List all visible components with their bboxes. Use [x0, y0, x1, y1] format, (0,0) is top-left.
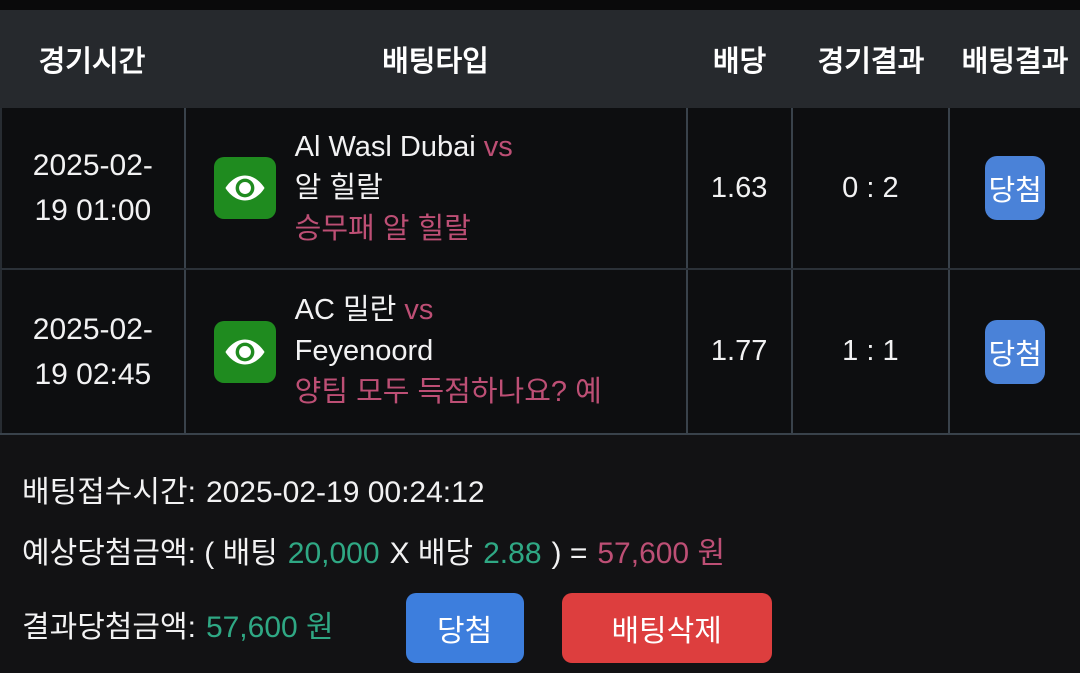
bet-history-table: 경기시간 배팅타입 배당 경기결과 배팅결과 2025-02- 19 01:00: [0, 10, 1080, 435]
match-description: AC 밀란 vs Feyenoord 양팀 모두 득점하나요? 예: [295, 290, 602, 413]
home-team: Al Wasl Dubai: [294, 130, 476, 163]
match-teams-line: AC 밀란 vs: [295, 290, 602, 331]
expected-amount-value: 57,600 원: [597, 537, 726, 570]
win-status-badge: 당첨: [985, 319, 1046, 384]
expected-amount-line: 예상당첨금액: ( 배팅 20,000 X 배당 2.88 ) = 57,600…: [22, 532, 1080, 576]
match-time-line1: 2025-02-: [32, 312, 153, 346]
col-header-match-time: 경기시간: [38, 46, 146, 78]
away-team: Feyenoord: [294, 335, 434, 367]
delete-bet-button[interactable]: 배팅삭제: [561, 593, 772, 663]
col-header-bet-result: 배팅결과: [961, 46, 1069, 78]
table-row: 2025-02- 19 01:00 Al Wasl Dubai vs: [0, 108, 1080, 268]
match-time-line2: 19 02:45: [34, 357, 152, 391]
away-team: 알 힐랄: [294, 171, 383, 204]
expected-amount-label: 예상당첨금액: ( 배팅: [22, 537, 278, 570]
match-teams-line: Al Wasl Dubai vs: [295, 127, 513, 168]
odds-cell: 1.63: [688, 108, 793, 268]
bet-type-label: 승무패 알 힐랄: [294, 212, 471, 245]
match-time-cell: 2025-02- 19 01:00: [2, 108, 186, 268]
vs-label: vs: [404, 294, 434, 326]
win-status-badge: 당첨: [985, 156, 1046, 220]
score-cell: 1 : 1: [793, 270, 951, 433]
bet-result-cell: 당첨: [950, 270, 1080, 433]
col-header-bet-type: 배팅타입: [382, 46, 489, 78]
home-team: AC 밀란: [294, 294, 397, 326]
bet-result-cell: 당첨: [950, 108, 1080, 268]
col-header-odds: 배당: [712, 46, 767, 78]
match-time-cell: 2025-02- 19 02:45: [2, 270, 186, 433]
bet-amount-value: 20,000: [287, 537, 380, 570]
match-description: Al Wasl Dubai vs 알 힐랄 승무패 알 힐랄: [295, 127, 513, 250]
col-header-match-result: 경기결과: [817, 46, 925, 78]
odds-multiplier-label: X 배당: [389, 537, 474, 570]
equals-label: ) =: [551, 537, 588, 570]
vs-label: vs: [483, 130, 513, 163]
top-strip: [0, 0, 1080, 10]
total-odds-value: 2.88: [483, 537, 542, 570]
match-time-line2: 19 01:00: [34, 194, 152, 227]
receipt-time-label: 배팅접수시간:: [22, 476, 196, 509]
receipt-time-value: 2025-02-19 00:24:12: [205, 476, 485, 509]
table-body: 2025-02- 19 01:00 Al Wasl Dubai vs: [0, 108, 1080, 435]
bet-type-cell: Al Wasl Dubai vs 알 힐랄 승무패 알 힐랄: [186, 108, 688, 268]
match-time-line1: 2025-02-: [32, 149, 153, 182]
result-amount-label: 결과당첨금액:: [22, 611, 196, 644]
bet-type-cell: AC 밀란 vs Feyenoord 양팀 모두 득점하나요? 예: [186, 270, 688, 433]
result-amount-line: 결과당첨금액: 57,600 원 당첨 배팅삭제: [22, 593, 1080, 663]
bet-summary-footer: 배팅접수시간: 2025-02-19 00:24:12 예상당첨금액: ( 배팅…: [0, 435, 1080, 663]
bet-type-label: 양팀 모두 득점하나요? 예: [294, 376, 602, 408]
eye-icon[interactable]: [213, 320, 276, 383]
result-amount-value: 57,600 원: [205, 611, 334, 644]
win-button[interactable]: 당첨: [405, 593, 524, 663]
table-row: 2025-02- 19 02:45 AC 밀란 vs Feyenoo: [0, 268, 1080, 433]
receipt-time-line: 배팅접수시간: 2025-02-19 00:24:12: [22, 471, 1080, 515]
eye-icon[interactable]: [213, 157, 276, 219]
table-header-row: 경기시간 배팅타입 배당 경기결과 배팅결과: [0, 10, 1080, 108]
odds-cell: 1.77: [688, 270, 793, 433]
score-cell: 0 : 2: [793, 108, 951, 268]
